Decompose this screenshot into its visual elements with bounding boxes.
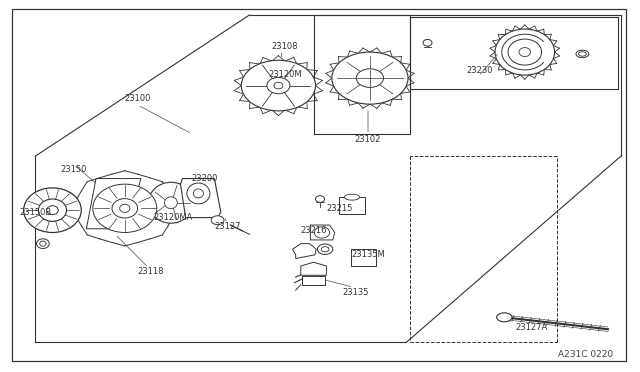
Ellipse shape: [267, 77, 290, 94]
Ellipse shape: [576, 50, 589, 58]
Ellipse shape: [164, 197, 177, 209]
Ellipse shape: [47, 206, 58, 215]
FancyBboxPatch shape: [12, 9, 626, 361]
Text: 23135: 23135: [342, 288, 369, 296]
Polygon shape: [302, 276, 325, 285]
Ellipse shape: [241, 60, 316, 111]
Polygon shape: [351, 249, 376, 266]
Text: A231C 0220: A231C 0220: [558, 350, 613, 359]
Ellipse shape: [93, 184, 157, 232]
Ellipse shape: [120, 204, 130, 212]
Ellipse shape: [211, 216, 224, 225]
Ellipse shape: [495, 29, 554, 75]
Polygon shape: [339, 197, 365, 214]
Text: 23120MA: 23120MA: [153, 213, 193, 222]
Text: 23100: 23100: [124, 94, 151, 103]
Text: 23118: 23118: [137, 267, 164, 276]
Polygon shape: [86, 179, 141, 229]
Ellipse shape: [193, 189, 204, 198]
Ellipse shape: [40, 241, 46, 246]
Text: 23127: 23127: [214, 222, 241, 231]
Polygon shape: [310, 225, 335, 240]
Ellipse shape: [579, 52, 586, 56]
Text: 23120M: 23120M: [268, 70, 301, 79]
Ellipse shape: [187, 183, 210, 204]
Text: 23230: 23230: [467, 66, 493, 75]
Polygon shape: [292, 244, 316, 259]
Text: 23150: 23150: [60, 165, 87, 174]
Polygon shape: [180, 179, 221, 218]
Ellipse shape: [332, 52, 408, 104]
Ellipse shape: [148, 182, 193, 223]
Ellipse shape: [356, 69, 383, 87]
Ellipse shape: [519, 48, 531, 57]
Text: 23150B: 23150B: [19, 208, 51, 217]
Ellipse shape: [38, 199, 67, 221]
Text: 23215: 23215: [326, 204, 353, 213]
Ellipse shape: [508, 39, 541, 65]
Ellipse shape: [112, 199, 138, 218]
Ellipse shape: [314, 227, 330, 238]
Ellipse shape: [423, 39, 432, 46]
Ellipse shape: [316, 196, 324, 202]
Ellipse shape: [274, 82, 283, 89]
Text: 23216: 23216: [300, 226, 327, 235]
Text: 23135M: 23135M: [351, 250, 385, 259]
Text: 23200: 23200: [191, 174, 218, 183]
Ellipse shape: [497, 313, 512, 322]
Text: 23102: 23102: [355, 135, 381, 144]
Ellipse shape: [344, 194, 360, 200]
Text: 23108: 23108: [271, 42, 298, 51]
Ellipse shape: [317, 244, 333, 254]
Ellipse shape: [321, 247, 329, 252]
Ellipse shape: [24, 188, 81, 232]
Polygon shape: [301, 262, 326, 275]
Text: 23127A: 23127A: [515, 323, 547, 332]
Ellipse shape: [36, 239, 49, 248]
